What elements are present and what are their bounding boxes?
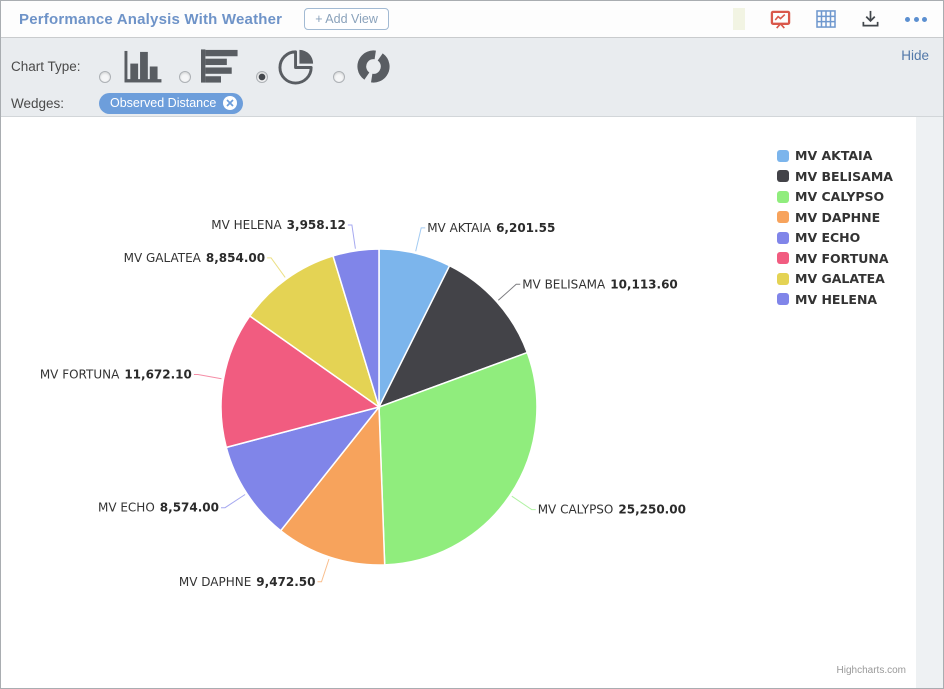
label-connector [317, 558, 330, 583]
legend-item[interactable]: MV AKTAIA [777, 148, 893, 163]
data-label: MV AKTAIA 6,201.55 [427, 221, 555, 235]
legend-item[interactable]: MV DAPHNE [777, 210, 893, 225]
highcharts-credits[interactable]: Highcharts.com [836, 665, 906, 676]
pie-slice-mv-belisama[interactable] [377, 264, 529, 409]
chart-type-label: Chart Type: [11, 58, 81, 74]
legend-item[interactable]: MV FORTUNA [777, 251, 893, 266]
presentation-view-button[interactable] [770, 9, 791, 30]
label-connector [267, 257, 286, 278]
data-label: MV HELENA 3,958.12 [211, 218, 346, 232]
wedge-tag[interactable]: Observed Distance [99, 93, 244, 114]
chart-type-row: Chart Type: [11, 43, 931, 89]
data-label: MV GALATEA 8,854.00 [124, 251, 265, 265]
add-view-button[interactable]: + Add View [304, 8, 389, 30]
legend-label: MV AKTAIA [795, 148, 873, 163]
remove-wedge-button[interactable] [223, 96, 238, 110]
table-view-button[interactable] [816, 10, 836, 28]
data-label: MV FORTUNA 11,672.10 [40, 368, 192, 382]
legend-item[interactable]: MV HELENA [777, 292, 893, 307]
data-label: MV BELISAMA 10,113.60 [522, 277, 678, 291]
header: Performance Analysis With Weather + Add … [1, 1, 943, 38]
legend-swatch [777, 170, 789, 182]
column-chart-icon [124, 50, 162, 82]
label-connector [415, 227, 426, 252]
pie-slice-mv-calypso[interactable] [378, 351, 538, 566]
legend-label: MV HELENA [795, 291, 878, 307]
presentation-chart-icon [770, 10, 791, 29]
header-icons [733, 8, 927, 30]
legend-swatch [777, 149, 789, 162]
filter-bar: Hide Chart Type: [1, 38, 943, 117]
chart-type-radio-column[interactable] [99, 71, 111, 83]
pie-chart-icon [278, 49, 314, 85]
faded-icon [733, 8, 745, 30]
legend-label: MV FORTUNA [795, 250, 889, 266]
label-connector [221, 494, 246, 509]
chart-type-option-bar[interactable] [179, 49, 240, 83]
legend-item[interactable]: MV ECHO [777, 230, 893, 245]
pie-slice-mv-fortuna[interactable] [220, 314, 381, 449]
label-connector [497, 283, 521, 301]
legend-label: MV ECHO [795, 230, 861, 245]
legend-label: MV DAPHNE [795, 209, 881, 225]
label-connector [511, 495, 536, 511]
chart-type-radio-bar[interactable] [179, 71, 191, 83]
bar-chart-icon [201, 49, 238, 83]
data-label: MV ECHO 8,574.00 [98, 501, 219, 515]
pie-slice-mv-galatea[interactable] [248, 254, 381, 409]
chart-area: MV AKTAIA 6,201.55 MV BELISAMA 10,113.60 MV … [1, 117, 916, 688]
ellipsis-icon [905, 16, 927, 22]
download-button[interactable] [861, 9, 880, 29]
download-icon [862, 10, 879, 27]
legend-swatch [777, 231, 789, 244]
wedges-label: Wedges: [11, 96, 65, 111]
legend-swatch [777, 211, 789, 223]
page-title: Performance Analysis With Weather [19, 10, 283, 28]
pie-slice-mv-helena[interactable] [332, 248, 380, 408]
donut-chart-icon [357, 49, 390, 83]
legend-swatch [777, 190, 789, 203]
label-connector [193, 374, 222, 380]
legend-label: MV GALATEA [795, 271, 885, 286]
legend-item[interactable]: MV GALATEA [777, 271, 893, 286]
label-connector [347, 224, 356, 249]
data-label: MV CALYPSO 25,250.00 [538, 503, 686, 517]
legend-swatch [777, 252, 789, 264]
chart-type-option-donut[interactable] [333, 48, 392, 85]
legend-label: MV BELISAMA [795, 168, 893, 184]
table-icon [816, 10, 836, 28]
wedges-row: Wedges: Observed Distance [11, 93, 931, 114]
chart-type-option-pie[interactable] [256, 47, 317, 86]
pie-chart: MV AKTAIA 6,201.55 MV BELISAMA 10,113.60 MV … [40, 218, 686, 589]
chart-type-radio-pie[interactable] [256, 71, 268, 83]
legend-swatch [777, 272, 789, 285]
legend-item[interactable]: MV CALYPSO [777, 189, 893, 204]
pie-slice-mv-daphne[interactable] [279, 404, 386, 566]
legend-item[interactable]: MV BELISAMA [777, 169, 893, 184]
faded-button[interactable] [733, 8, 745, 30]
close-icon [226, 99, 234, 107]
legend-label: MV CALYPSO [795, 189, 885, 204]
more-options-button[interactable] [905, 16, 927, 22]
legend-swatch [777, 293, 789, 305]
chart-type-radio-donut[interactable] [333, 71, 345, 83]
chart-type-option-column[interactable] [99, 49, 163, 84]
legend: MV AKTAIA MV BELISAMA MV CALYPSO MV DAPHNE M… [777, 148, 893, 312]
hide-link[interactable]: Hide [901, 48, 929, 63]
wedge-tag-label: Observed Distance [110, 96, 217, 110]
data-label: MV DAPHNE 9,472.50 [179, 575, 316, 589]
